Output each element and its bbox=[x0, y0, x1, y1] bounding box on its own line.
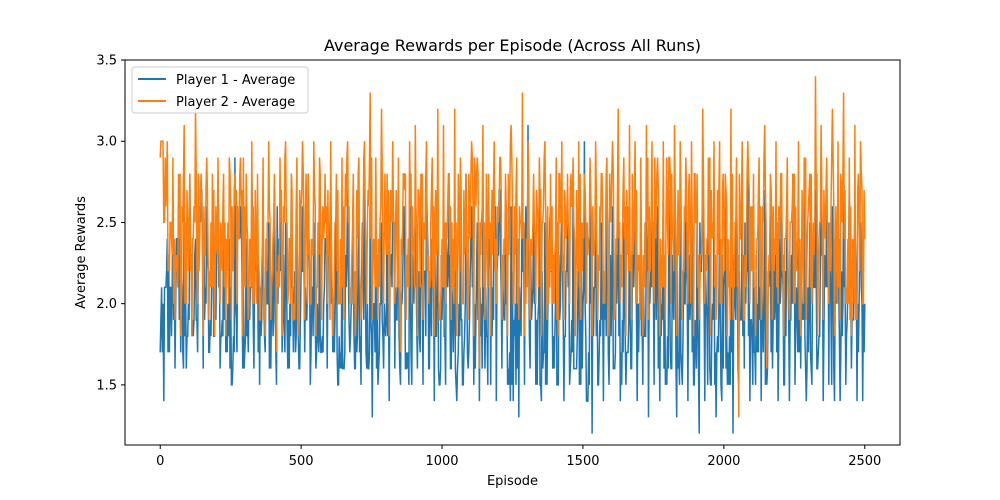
series-layer bbox=[159, 76, 866, 434]
y-tick-label: 2.0 bbox=[96, 297, 117, 312]
plot-frame bbox=[124, 59, 901, 446]
legend: Player 1 - Average Player 2 - Average bbox=[131, 66, 309, 114]
x-tick-label: 0 bbox=[156, 454, 164, 469]
x-axis-label: Episode bbox=[487, 474, 538, 489]
legend-label-player-1: Player 1 - Average bbox=[176, 73, 295, 88]
chart-title: Average Rewards per Episode (Across All … bbox=[324, 36, 701, 55]
x-tick-label: 1000 bbox=[425, 454, 458, 469]
y-axis-label: Average Rewards bbox=[74, 196, 89, 309]
y-tick-label: 2.5 bbox=[96, 216, 117, 231]
series-line-player-2 bbox=[159, 76, 866, 418]
x-tick-label: 2500 bbox=[848, 454, 881, 469]
x-tick-label: 1500 bbox=[566, 454, 599, 469]
x-axis: 0 500 1000 1500 2000 2500 bbox=[156, 445, 881, 469]
x-tick-label: 500 bbox=[289, 454, 314, 469]
y-tick-label: 1.5 bbox=[96, 378, 117, 393]
y-tick-label: 3.5 bbox=[96, 54, 117, 69]
legend-box bbox=[131, 66, 309, 114]
legend-label-player-2: Player 2 - Average bbox=[176, 95, 295, 110]
y-axis: 1.5 2.0 2.5 3.0 3.5 bbox=[96, 54, 125, 393]
x-tick-label: 2000 bbox=[707, 454, 740, 469]
y-tick-label: 3.0 bbox=[96, 135, 117, 150]
